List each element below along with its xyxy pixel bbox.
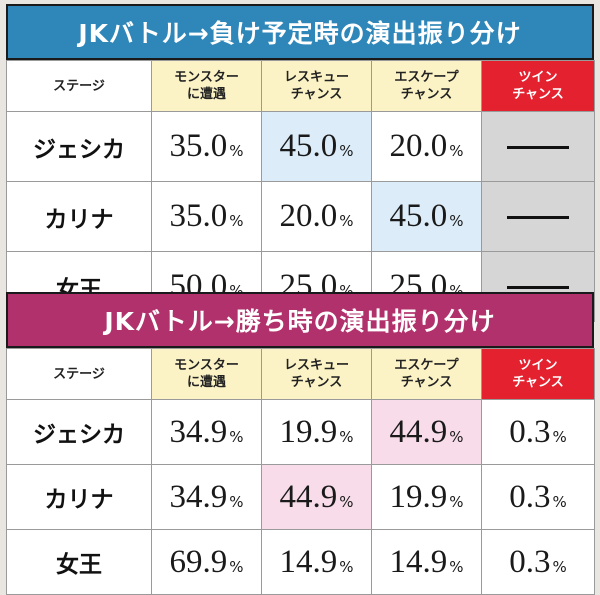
table-header-row: ステージ モンスター に遭遇 レスキュー チャンス エスケープ チャンス ツイン チャン… [6, 348, 595, 400]
monster-rate: 35.0% [151, 111, 262, 182]
table-row: カリナ 34.9% 44.9% 19.9% 0.3% [6, 464, 595, 530]
monster-rate: 34.9% [151, 464, 262, 530]
win-panel-title-banner: JKバトル→勝ち時の演出振り分け [6, 292, 594, 348]
rescue-rate: 19.9% [261, 399, 372, 465]
header-stage: ステージ [6, 60, 152, 112]
win-panel-title: JKバトル→勝ち時の演出振り分け [104, 307, 496, 336]
table-row: ジェシカ 35.0% 45.0% 20.0% [6, 111, 595, 182]
twin-not-applicable [481, 181, 595, 252]
dash-icon [507, 146, 569, 149]
twin-rate: 0.3% [481, 399, 595, 465]
stage-name: 女王 [6, 529, 152, 595]
lose-panel-title-banner: JKバトル→負け予定時の演出振り分け [6, 4, 594, 60]
header-twin: ツイン チャンス [481, 60, 595, 112]
rescue-rate: 14.9% [261, 529, 372, 595]
header-twin: ツイン チャンス [481, 348, 595, 400]
table-row: 女王 69.9% 14.9% 14.9% 0.3% [6, 529, 595, 595]
escape-rate: 45.0% [371, 181, 482, 252]
dash-icon [507, 286, 569, 289]
lose-distribution-table: ステージ モンスター に遭遇 レスキュー チャンス エスケープ チャンス ツイン チャン… [6, 60, 595, 322]
win-distribution-table: ステージ モンスター に遭遇 レスキュー チャンス エスケープ チャンス ツイン チャン… [6, 348, 595, 595]
win-distribution-panel: JKバトル→勝ち時の演出振り分け ステージ モンスター に遭遇 レスキュー チャンス… [6, 292, 595, 595]
escape-rate: 20.0% [371, 111, 482, 182]
escape-rate: 44.9% [371, 399, 482, 465]
twin-not-applicable [481, 111, 595, 182]
header-escape: エスケープ チャンス [371, 60, 482, 112]
lose-panel-title: JKバトル→負け予定時の演出振り分け [78, 19, 522, 48]
stage-name: ジェシカ [6, 111, 152, 182]
table-row: カリナ 35.0% 20.0% 45.0% [6, 181, 595, 252]
monster-rate: 69.9% [151, 529, 262, 595]
monster-rate: 35.0% [151, 181, 262, 252]
monster-rate: 34.9% [151, 399, 262, 465]
header-rescue: レスキュー チャンス [261, 60, 372, 112]
header-escape: エスケープ チャンス [371, 348, 482, 400]
rescue-rate: 44.9% [261, 464, 372, 530]
header-monster: モンスター に遭遇 [151, 348, 262, 400]
header-stage: ステージ [6, 348, 152, 400]
stage-name: カリナ [6, 181, 152, 252]
lose-distribution-panel: JKバトル→負け予定時の演出振り分け ステージ モンスター に遭遇 レスキュー チャ… [6, 4, 595, 322]
table-header-row: ステージ モンスター に遭遇 レスキュー チャンス エスケープ チャンス ツイン チャン… [6, 60, 595, 112]
dash-icon [507, 216, 569, 219]
header-monster: モンスター に遭遇 [151, 60, 262, 112]
stage-name: ジェシカ [6, 399, 152, 465]
twin-rate: 0.3% [481, 529, 595, 595]
header-rescue: レスキュー チャンス [261, 348, 372, 400]
rescue-rate: 20.0% [261, 181, 372, 252]
twin-rate: 0.3% [481, 464, 595, 530]
stage-name: カリナ [6, 464, 152, 530]
escape-rate: 19.9% [371, 464, 482, 530]
escape-rate: 14.9% [371, 529, 482, 595]
rescue-rate: 45.0% [261, 111, 372, 182]
table-row: ジェシカ 34.9% 19.9% 44.9% 0.3% [6, 399, 595, 465]
